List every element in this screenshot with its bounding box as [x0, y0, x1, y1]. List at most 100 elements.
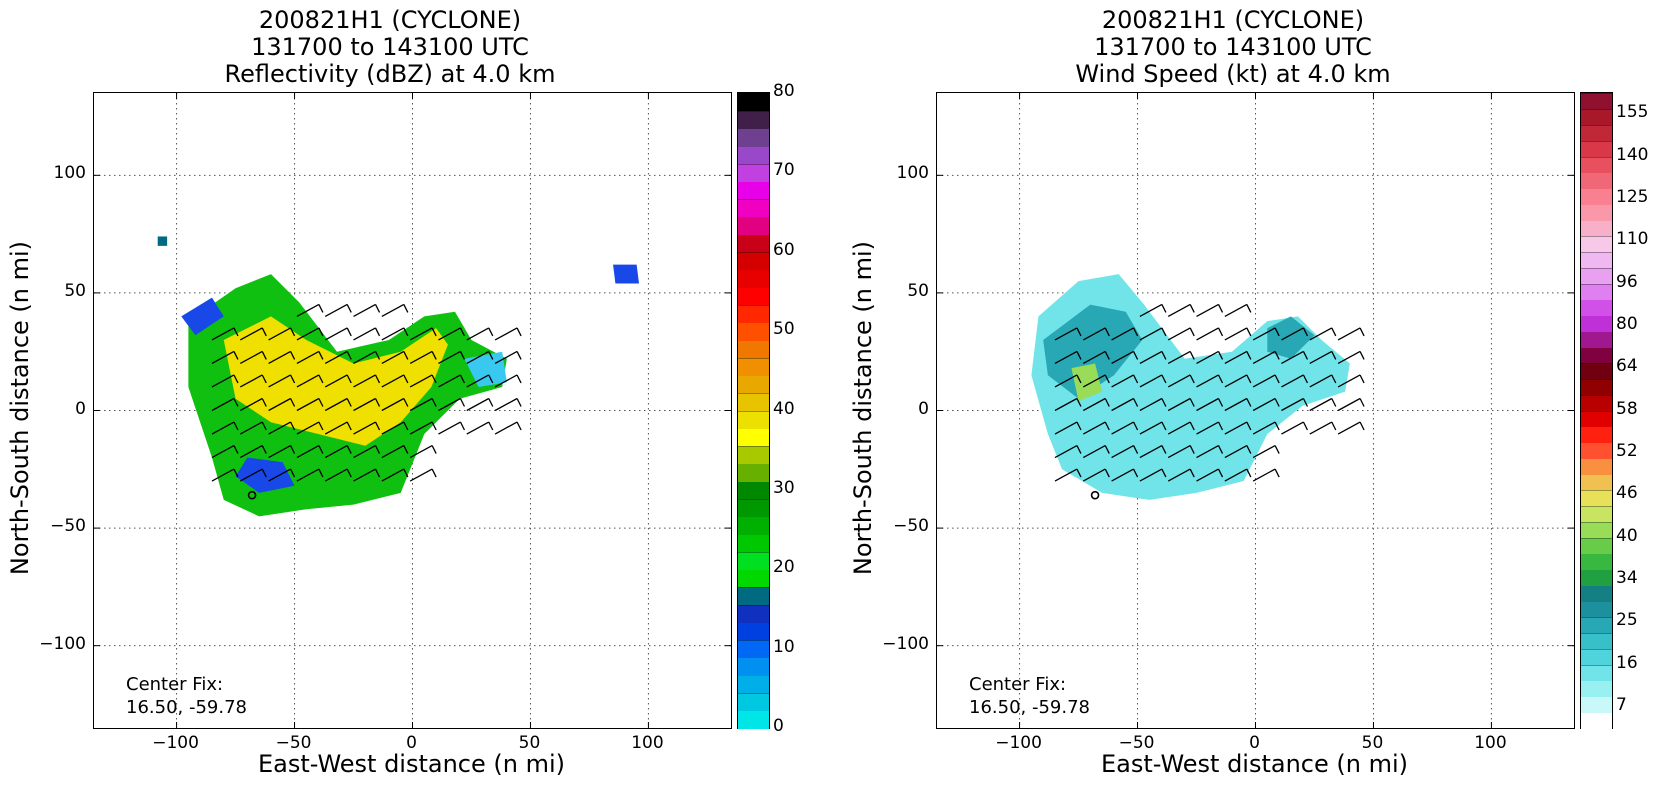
wind-barb-flag — [318, 374, 324, 384]
wind-barb-flag — [290, 327, 296, 337]
wind-barb-flag — [1133, 445, 1139, 454]
colorbar-segment — [738, 569, 769, 588]
wind-barb-flag — [261, 374, 267, 384]
wind-barb — [381, 444, 405, 459]
wind-barb — [466, 327, 490, 341]
wind-barb — [211, 444, 235, 459]
wind-barb-flag — [1217, 445, 1224, 454]
wind-barb-flag — [1161, 351, 1167, 360]
wind-barb — [409, 421, 433, 435]
wind-barb — [1309, 374, 1333, 388]
colorbar-segment — [1581, 188, 1612, 205]
y-axis-label: North-South distance (n mi) — [849, 240, 877, 576]
wind-barb-flag — [1161, 468, 1167, 478]
wind-barb-flag — [1076, 468, 1082, 478]
colorbar-segment — [738, 269, 769, 288]
wind-barb-flag — [431, 351, 437, 360]
colorbar — [1580, 92, 1613, 729]
wind-barb-flag — [1076, 351, 1082, 360]
wind-barb-flag — [261, 327, 267, 337]
wind-barb-flag — [290, 398, 296, 407]
colorbar-segment — [1581, 442, 1612, 459]
wind-barb-flag — [374, 445, 381, 454]
wind-barb-flag — [431, 374, 437, 384]
radar-field — [1031, 274, 1350, 500]
wind-barb — [494, 327, 518, 341]
colorbar-segment — [738, 692, 769, 711]
wind-barb — [1224, 444, 1248, 459]
colorbar-tick-label: 52 — [1616, 440, 1638, 461]
wind-region-teal — [1043, 304, 1143, 399]
wind-barb-flag — [1217, 398, 1224, 407]
center-fix-value: 16.50, -59.78 — [126, 697, 247, 718]
wind-barb-flag — [431, 445, 437, 454]
wind-barb-flag — [1359, 327, 1365, 337]
wind-barb-flag — [1161, 421, 1167, 431]
wind-barb — [1167, 421, 1191, 435]
colorbar-segment — [1581, 505, 1612, 523]
wind-barb-flag — [459, 327, 466, 337]
wind-barb — [1111, 374, 1134, 388]
colorbar-tick-label: 140 — [1616, 144, 1649, 165]
wind-barb-flag — [1302, 327, 1309, 337]
echo-region-teal — [157, 236, 168, 246]
wind-barb-flag — [1246, 445, 1252, 454]
center-fix-value: 16.50, -59.78 — [969, 697, 1090, 718]
wind-barb — [324, 421, 348, 435]
colorbar-segment — [1581, 410, 1612, 427]
wind-barb-flag — [318, 468, 324, 478]
x-tick-label: 50 — [518, 733, 541, 753]
wind-barb — [409, 374, 433, 388]
x-tick-label: −100 — [152, 733, 199, 753]
wind-barb-flag — [1274, 351, 1280, 360]
center-fix-marker — [1090, 490, 1100, 500]
wind-barb — [1337, 397, 1361, 412]
wind-barb-flag — [233, 445, 239, 454]
colorbar-tick-label: 60 — [773, 239, 795, 260]
wind-barb — [1167, 444, 1191, 459]
wind-barb — [1167, 350, 1191, 365]
wind-barb — [1224, 397, 1248, 412]
wind-barb — [353, 350, 376, 365]
wind-barb-flag — [403, 304, 409, 313]
colorbar-segment — [738, 216, 769, 235]
wind-barb-flag — [374, 327, 381, 337]
y-tick-label: −50 — [50, 516, 86, 537]
wind-barb — [381, 327, 405, 341]
wind-barb-flag — [1189, 304, 1195, 313]
wind-barb-flag — [1076, 374, 1082, 384]
wind-barb — [1252, 468, 1276, 482]
colorbar-segment — [738, 304, 769, 323]
wind-barb-flag — [1133, 468, 1139, 478]
wind-barb — [324, 468, 348, 482]
colorbar-segment — [1581, 616, 1612, 634]
wind-barb — [268, 374, 291, 388]
wind-barb-flag — [1217, 374, 1224, 384]
wind-barb-flag — [1076, 445, 1082, 454]
x-axis-label: East-West distance (n mi) — [1100, 750, 1409, 778]
colorbar-segment — [1581, 521, 1612, 539]
wind-barb — [324, 397, 348, 412]
colorbar-segment — [738, 410, 769, 429]
colorbar-segment — [738, 339, 769, 359]
wind-barb — [1167, 327, 1191, 341]
wind-barb-flag — [1133, 374, 1139, 384]
center-fix-marker — [247, 490, 257, 500]
colorbar-segment — [738, 198, 769, 218]
colorbar-tick-label: 80 — [1616, 313, 1638, 334]
colorbar-segment — [1581, 362, 1612, 380]
echo-region-blue — [181, 297, 224, 336]
colorbar-segment — [1581, 156, 1612, 173]
wind-barb — [239, 444, 263, 459]
wind-barb — [1111, 350, 1134, 365]
chart-title-line-1: 200821H1 (CYCLONE) — [1101, 6, 1365, 34]
wind-barb — [1252, 421, 1276, 435]
wind-barb — [381, 421, 405, 435]
colorbar-segment — [738, 463, 769, 482]
wind-barb — [466, 350, 490, 365]
wind-barb-flag — [1246, 327, 1252, 337]
wind-barb — [1224, 374, 1248, 388]
colorbar-tick-label: 155 — [1616, 102, 1649, 123]
chart-title-line-3: Wind Speed (kt) at 4.0 km — [1075, 60, 1391, 88]
colorbar-segment — [1581, 426, 1612, 443]
